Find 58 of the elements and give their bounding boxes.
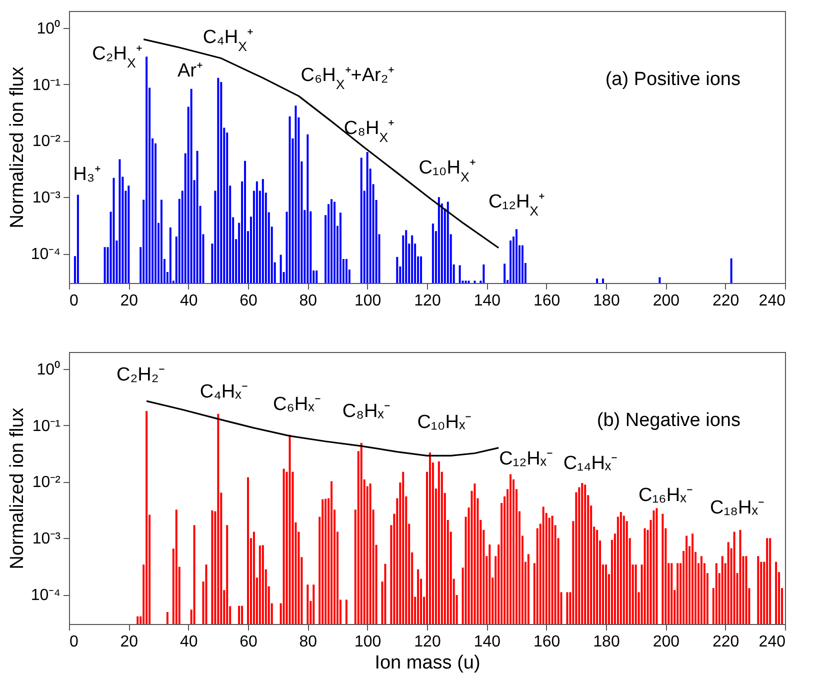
x-tick-label: 0 bbox=[70, 634, 78, 650]
y-tick-label: 10⁻³ bbox=[32, 530, 62, 548]
y-tick-label: 10⁻⁴ bbox=[30, 246, 61, 264]
x-tick-label: 140 bbox=[474, 292, 501, 310]
x-tick-label: 160 bbox=[533, 292, 560, 310]
annotation: C₁₂Hₓ⁻ bbox=[499, 448, 553, 470]
x-tick-label: 100 bbox=[354, 634, 382, 650]
x-tick-label: 40 bbox=[180, 634, 198, 650]
y-tick-label: 10⁰ bbox=[36, 360, 60, 378]
x-tick-label: 100 bbox=[354, 292, 382, 310]
y-tick-label: 10⁻² bbox=[32, 474, 62, 492]
x-tick-label: 240 bbox=[758, 292, 786, 310]
annotation: C₁₈Hₓ⁻ bbox=[710, 498, 764, 519]
y-axis-title: Normalized ion flux bbox=[6, 66, 28, 228]
annotation: C₁₆Hₓ⁻ bbox=[638, 484, 692, 506]
annotation: C₈Hₓ⁻ bbox=[342, 401, 390, 422]
annotation: C₁₀H$_{X}$⁺ bbox=[418, 157, 476, 184]
x-tick-label: 120 bbox=[414, 634, 441, 650]
x-tick-label: 60 bbox=[240, 634, 258, 650]
y-tick-label: 10⁻⁴ bbox=[30, 587, 61, 604]
y-tick-label: 10⁻² bbox=[32, 133, 62, 150]
annotation: C₂H₂⁻ bbox=[116, 364, 165, 386]
annotation: C₄Hₓ⁻ bbox=[200, 381, 248, 402]
annotation: C₆H$_{X}$⁺+Ar₂⁺ bbox=[300, 65, 394, 92]
x-tick-label: 80 bbox=[299, 634, 318, 650]
y-tick-label: 10⁻¹ bbox=[32, 418, 60, 435]
annotation: C₆Hₓ⁻ bbox=[273, 394, 320, 416]
annotation: H₃⁺ bbox=[73, 164, 101, 186]
x-tick-label: 60 bbox=[240, 292, 258, 310]
x-axis-title: Ion mass (u) bbox=[374, 652, 480, 673]
y-axis-title: Normalized ion flux bbox=[6, 407, 28, 570]
text: (a) Positive ions bbox=[605, 69, 740, 90]
y-tick-label: 10⁻³ bbox=[32, 190, 62, 207]
annotation: C₈H$_{X}$⁺ bbox=[344, 118, 394, 144]
annotation: C₁₀Hₓ⁻ bbox=[417, 412, 472, 433]
x-tick-label: 200 bbox=[652, 634, 680, 650]
x-tick-label: 220 bbox=[712, 634, 740, 650]
x-tick-label: 20 bbox=[120, 634, 138, 650]
x-tick-label: 240 bbox=[758, 634, 786, 650]
annotation: C₂H$_{X}$⁺ bbox=[92, 43, 142, 70]
x-tick-label: 180 bbox=[593, 292, 620, 310]
x-tick-label: 180 bbox=[593, 634, 620, 650]
x-tick-label: 80 bbox=[299, 292, 318, 310]
x-tick-label: 120 bbox=[414, 292, 441, 310]
annotation: C₄H$_{X}$⁺ bbox=[202, 26, 253, 54]
text: (b) Negative ions bbox=[596, 410, 740, 431]
annotation: Ar⁺ bbox=[178, 60, 203, 82]
x-tick-label: 200 bbox=[652, 292, 680, 310]
x-tick-label: 20 bbox=[120, 292, 138, 310]
y-tick-label: 10⁻¹ bbox=[32, 76, 60, 94]
annotation: C₁₄Hₓ⁻ bbox=[563, 453, 618, 474]
x-tick-label: 0 bbox=[70, 292, 78, 310]
x-tick-label: 140 bbox=[474, 634, 501, 650]
annotation: C₁₂H$_{X}$⁺ bbox=[488, 191, 545, 218]
x-tick-label: 40 bbox=[180, 292, 198, 310]
x-tick-label: 220 bbox=[712, 292, 740, 310]
y-tick-label: 10⁰ bbox=[36, 19, 60, 38]
x-tick-label: 160 bbox=[533, 634, 560, 650]
